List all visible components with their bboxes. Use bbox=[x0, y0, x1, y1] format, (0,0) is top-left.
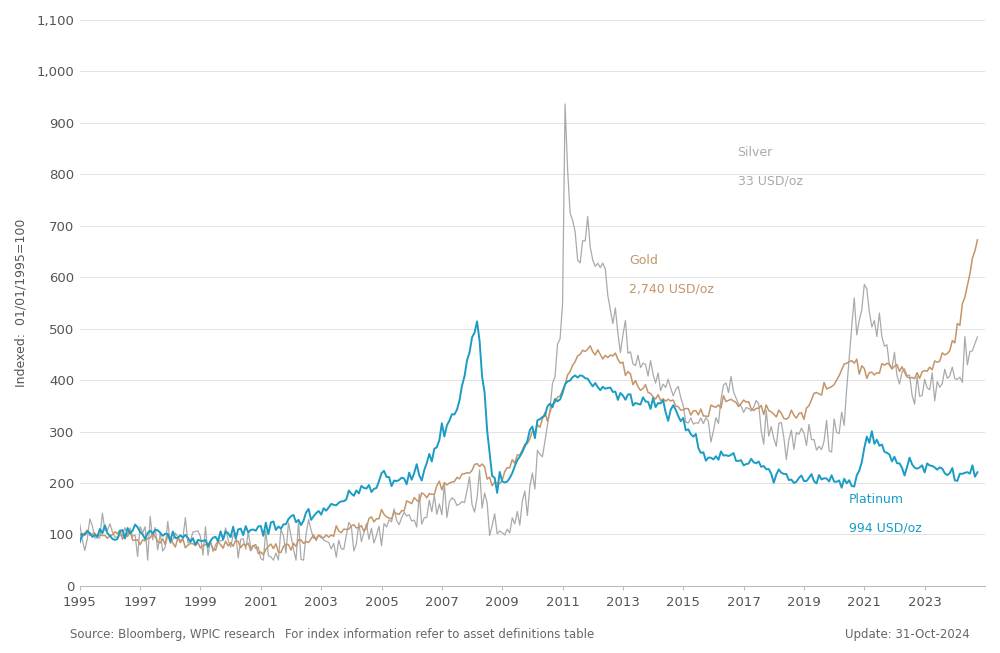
Text: Platinum: Platinum bbox=[849, 493, 904, 506]
Text: 994 USD/oz: 994 USD/oz bbox=[849, 522, 922, 534]
Text: Silver: Silver bbox=[738, 146, 773, 159]
Text: 2,740 USD/oz: 2,740 USD/oz bbox=[629, 282, 714, 295]
Text: For index information refer to asset definitions table: For index information refer to asset def… bbox=[285, 628, 594, 641]
Text: 33 USD/oz: 33 USD/oz bbox=[738, 174, 802, 187]
Text: Update: 31-Oct-2024: Update: 31-Oct-2024 bbox=[845, 628, 970, 641]
Text: Source: Bloomberg, WPIC research: Source: Bloomberg, WPIC research bbox=[70, 628, 275, 641]
Y-axis label: Indexed:  01/01/1995=100: Indexed: 01/01/1995=100 bbox=[15, 219, 28, 387]
Text: Gold: Gold bbox=[629, 254, 658, 267]
